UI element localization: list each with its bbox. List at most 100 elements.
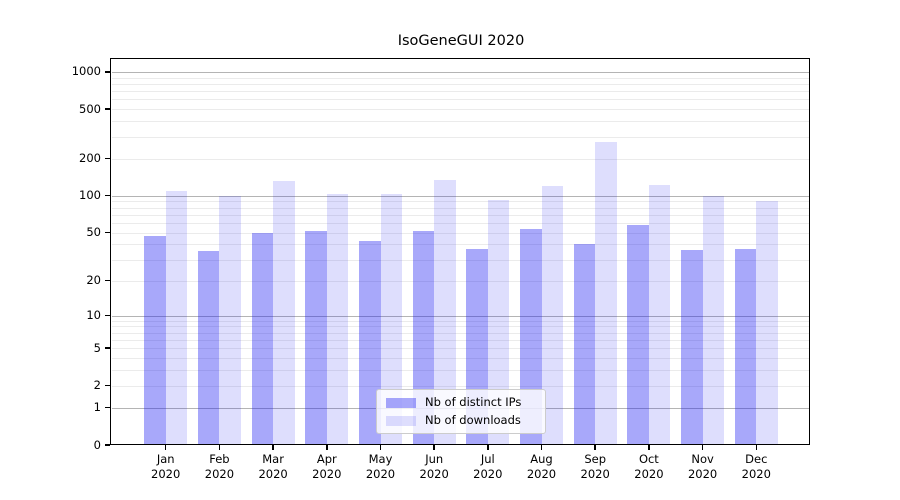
major-gridline-10 <box>112 315 810 317</box>
minor-gridline-7 <box>112 332 810 334</box>
major-gridline-1000 <box>112 71 810 73</box>
y-tick-label-5: 5 <box>93 340 101 355</box>
y-tick-label-1000: 1000 <box>71 64 101 79</box>
y-tick-label-10: 10 <box>86 308 101 322</box>
x-tick-jan <box>164 445 167 450</box>
minor-gridline-90 <box>112 201 810 203</box>
bar-downloads-nov <box>702 195 725 445</box>
bar-ips-may <box>359 240 381 445</box>
x-tick-aug <box>540 445 543 450</box>
legend-label-downloads: Nb of downloads <box>425 413 521 427</box>
x-tick-may <box>379 445 382 450</box>
x-tick-label-oct: Oct 2020 <box>634 452 664 481</box>
x-tick-nov <box>701 445 704 450</box>
bar-downloads-dec <box>756 201 778 445</box>
minor-gridline-40 <box>112 244 810 246</box>
legend-label-distinct-ips: Nb of distinct IPs <box>425 395 522 409</box>
x-tick-mar <box>272 445 274 450</box>
bar-ips-apr <box>305 230 327 445</box>
y-tick-20 <box>105 279 110 282</box>
bar-ips-sep <box>573 244 596 445</box>
minor-gridline-400 <box>112 121 810 123</box>
bar-downloads-jun <box>434 180 456 445</box>
minor-gridline-20 <box>112 280 810 282</box>
x-tick-jun <box>433 445 435 450</box>
x-tick-label-may: May 2020 <box>365 452 396 481</box>
legend-item-distinct-ips: Nb of distinct IPs <box>383 395 537 410</box>
minor-gridline-60 <box>112 222 810 224</box>
legend: Nb of distinct IPs Nb of downloads <box>376 389 546 434</box>
y-tick-label-20: 20 <box>86 273 101 287</box>
bar-ips-nov <box>681 249 703 445</box>
y-tick-2 <box>105 384 110 387</box>
chart-title: IsoGeneGUI 2020 <box>397 33 525 49</box>
minor-gridline-5 <box>112 348 810 350</box>
bar-ips-feb <box>197 251 220 445</box>
minor-gridline-30 <box>112 259 810 261</box>
y-tick-label-0: 0 <box>93 437 101 452</box>
minor-gridline-9 <box>112 320 810 322</box>
x-tick-sep <box>594 445 596 450</box>
x-tick-label-mar: Mar 2020 <box>258 452 288 481</box>
bar-ips-oct <box>627 224 649 445</box>
bar-ips-mar <box>251 232 274 445</box>
y-tick-1000 <box>105 71 110 73</box>
y-tick-100 <box>105 194 110 197</box>
x-tick-dec <box>755 445 758 450</box>
x-tick-label-jun: Jun 2020 <box>419 452 449 481</box>
y-tick-label-200: 200 <box>79 151 101 165</box>
minor-gridline-80 <box>112 207 810 209</box>
y-tick-500 <box>105 108 110 110</box>
minor-gridline-700 <box>112 91 810 92</box>
y-tick-label-50: 50 <box>86 225 101 240</box>
legend-item-downloads: Nb of downloads <box>383 413 537 428</box>
bar-downloads-apr <box>326 193 349 445</box>
major-gridline-100 <box>112 195 810 197</box>
x-tick-label-feb: Feb 2020 <box>204 452 235 481</box>
y-tick-5 <box>105 347 110 349</box>
minor-gridline-6 <box>112 339 810 341</box>
y-tick-label-100: 100 <box>79 188 101 203</box>
bar-downloads-feb <box>219 195 241 445</box>
x-tick-label-dec: Dec 2020 <box>741 452 771 481</box>
minor-gridline-50 <box>112 232 810 234</box>
y-tick-label-1: 1 <box>93 400 101 415</box>
minor-gridline-8 <box>112 326 810 328</box>
x-tick-jul <box>487 445 489 450</box>
bar-ips-dec <box>734 248 757 445</box>
bar-downloads-aug <box>541 185 563 445</box>
plot-area: Nb of distinct IPs Nb of downloads <box>110 58 811 446</box>
x-tick-label-jul: Jul 2020 <box>473 452 503 481</box>
minor-gridline-3 <box>112 370 810 372</box>
minor-gridline-900 <box>112 77 810 79</box>
bar-downloads-jul <box>487 199 510 445</box>
bar-downloads-jan <box>165 190 188 445</box>
y-tick-50 <box>105 231 110 234</box>
y-tick-label-500: 500 <box>79 101 101 116</box>
x-tick-label-aug: Aug 2020 <box>526 452 557 481</box>
minor-gridline-500 <box>112 109 810 111</box>
minor-gridline-300 <box>112 136 810 138</box>
minor-gridline-4 <box>112 358 810 360</box>
minor-gridline-2 <box>112 385 810 387</box>
x-tick-oct <box>648 445 650 450</box>
x-tick-label-nov: Nov 2020 <box>687 452 718 481</box>
minor-gridline-200 <box>112 158 810 160</box>
bar-downloads-mar <box>273 180 295 445</box>
bar-downloads-may <box>380 194 402 445</box>
x-tick-apr <box>326 445 328 450</box>
x-tick-label-jan: Jan 2020 <box>151 452 181 481</box>
y-tick-200 <box>105 157 110 160</box>
x-tick-label-apr: Apr 2020 <box>312 452 342 481</box>
minor-gridline-600 <box>112 99 810 101</box>
minor-gridline-70 <box>112 214 810 216</box>
y-tick-0 <box>105 444 110 446</box>
minor-gridline-800 <box>112 83 810 85</box>
x-tick-label-sep: Sep 2020 <box>580 452 610 481</box>
bar-ips-jan <box>144 235 166 445</box>
y-tick-label-2: 2 <box>93 378 101 393</box>
x-tick-feb <box>218 445 221 450</box>
y-tick-10 <box>105 314 110 317</box>
y-tick-1 <box>105 406 110 409</box>
